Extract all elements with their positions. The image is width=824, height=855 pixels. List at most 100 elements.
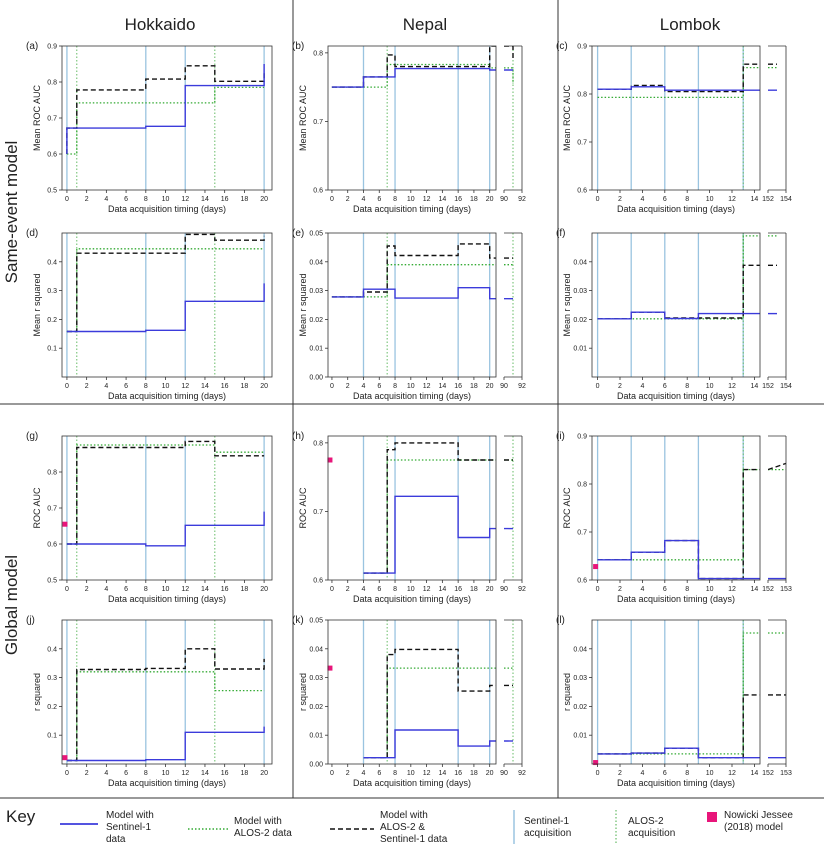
y-tick-label: 0.02: [309, 704, 323, 711]
panel-label: (f): [556, 228, 565, 239]
x-tick-label: 152: [762, 770, 774, 777]
y-tick-label: 0.9: [577, 44, 587, 51]
x-tick-label: 4: [362, 586, 366, 593]
x-tick-label: 18: [240, 383, 248, 390]
series-group: [66, 440, 265, 547]
y-axis-label: Mean r squared: [562, 273, 572, 336]
x-tick-label: 6: [377, 196, 381, 203]
series-line-alos2: [66, 86, 265, 155]
x-tick-label: 0: [65, 383, 69, 390]
x-tick-label: 2: [346, 586, 350, 593]
y-tick-label: 0.04: [309, 259, 323, 266]
x-tick-label: 92: [518, 770, 526, 777]
x-tick-label: 14: [438, 586, 446, 593]
x-tick-label: 16: [454, 196, 462, 203]
x-axis-label: Data acquisition timing (days): [108, 204, 226, 214]
x-tick-label: 10: [706, 586, 714, 593]
series-line-sentinel1: [66, 283, 265, 333]
y-tick-label: 0.9: [577, 434, 587, 441]
x-tick-label: 90: [500, 586, 508, 593]
x-tick-label: 10: [407, 196, 415, 203]
plot-frame: [61, 435, 273, 581]
series-line-combined: [331, 46, 496, 88]
x-tick-label: 20: [486, 770, 494, 777]
panel-b: 0.6 0.7 0.8 0 2 4 6 8 10 12 14 16 18 20 90 92 Data acqui…: [292, 41, 526, 214]
series-group: [597, 63, 777, 99]
x-tick-label: 20: [486, 196, 494, 203]
plot-frame: [327, 435, 497, 581]
x-tick-label: 18: [470, 196, 478, 203]
series-line-combined: [363, 442, 496, 574]
panel-a: 0.5 0.6 0.7 0.8 0.9 0 2 4 6 8 10 12 14 16 18 20 Data acq…: [26, 41, 273, 214]
series-line-sentinel1: [331, 67, 496, 88]
plot-frame: [591, 435, 761, 581]
series-line-combined: [66, 440, 265, 545]
y-axis-label: Mean r squared: [298, 273, 308, 336]
series-line-sentinel1: [597, 86, 760, 91]
series-line-combined: [66, 648, 265, 762]
x-tick-label: 6: [663, 770, 667, 777]
x-tick-label: 6: [663, 196, 667, 203]
x-tick-label: 18: [470, 770, 478, 777]
x-tick-label: 8: [685, 383, 689, 390]
x-tick-label: 6: [124, 770, 128, 777]
nowicki-marker: [593, 760, 599, 766]
y-tick-label: 0.6: [47, 542, 57, 549]
x-tick-label: 2: [85, 196, 89, 203]
x-tick-label: 153: [780, 770, 792, 777]
x-tick-label: 10: [162, 586, 170, 593]
nowicki-marker: [62, 521, 68, 527]
y-tick-label: 0.03: [573, 288, 587, 295]
series-line-alos2: [66, 671, 265, 762]
y-tick-label: 0.00: [309, 375, 323, 382]
x-tick-label: 12: [423, 770, 431, 777]
key-label-nowicki: Nowicki Jessee (2018) model: [724, 810, 793, 833]
x-tick-label: 4: [362, 196, 366, 203]
x-tick-label: 16: [221, 383, 229, 390]
nowicki-marker: [62, 755, 68, 761]
x-tick-label: 12: [423, 383, 431, 390]
series-line-combined: [363, 648, 496, 759]
x-tick-label: 2: [618, 383, 622, 390]
y-tick-label: 0.01: [573, 346, 587, 353]
y-tick-label: 0.3: [47, 288, 57, 295]
y-tick-label: 0.8: [577, 482, 587, 489]
x-tick-label: 4: [104, 196, 108, 203]
x-tick-label: 10: [162, 196, 170, 203]
x-axis-label: Data acquisition timing (days): [108, 391, 226, 401]
x-tick-label: 20: [260, 383, 268, 390]
y-tick-label: 0.1: [47, 346, 57, 353]
series-line-alos2: [363, 667, 496, 759]
series-group: [66, 233, 265, 333]
x-tick-label: 2: [346, 196, 350, 203]
x-tick-label: 18: [470, 586, 478, 593]
x-tick-label: 6: [377, 770, 381, 777]
x-tick-label: 152: [762, 383, 774, 390]
x-tick-label: 2: [618, 586, 622, 593]
plot-frame: [327, 45, 497, 191]
y-axis-label: ROC AUC: [32, 487, 42, 529]
x-tick-label: 14: [438, 196, 446, 203]
y-tick-label: 0.03: [573, 675, 587, 682]
series-line-alos2: [66, 444, 265, 545]
x-tick-label: 10: [706, 383, 714, 390]
y-tick-label: 0.3: [47, 675, 57, 682]
x-tick-label: 4: [640, 586, 644, 593]
key-label-combined: Model with ALOS-2 & Sentinel-1 data: [380, 810, 448, 845]
x-tick-label: 6: [124, 196, 128, 203]
column-title-hokkaido: Hokkaido: [125, 15, 196, 34]
x-tick-label: 14: [201, 770, 209, 777]
panel-l: 0.01 0.02 0.03 0.04 0 2 4 6 8 10 12 14 152 153 Data ac…: [556, 615, 792, 788]
x-tick-label: 8: [393, 196, 397, 203]
y-tick-label: 0.6: [313, 578, 323, 585]
x-tick-label: 12: [728, 586, 736, 593]
x-tick-label: 0: [65, 586, 69, 593]
x-tick-label: 16: [454, 586, 462, 593]
y-axis-label: Mean ROC AUC: [562, 84, 572, 151]
y-tick-label: 0.00: [309, 762, 323, 769]
y-tick-label: 0.9: [47, 44, 57, 51]
series-line-sentinel1: [363, 495, 496, 574]
x-tick-label: 0: [596, 196, 600, 203]
